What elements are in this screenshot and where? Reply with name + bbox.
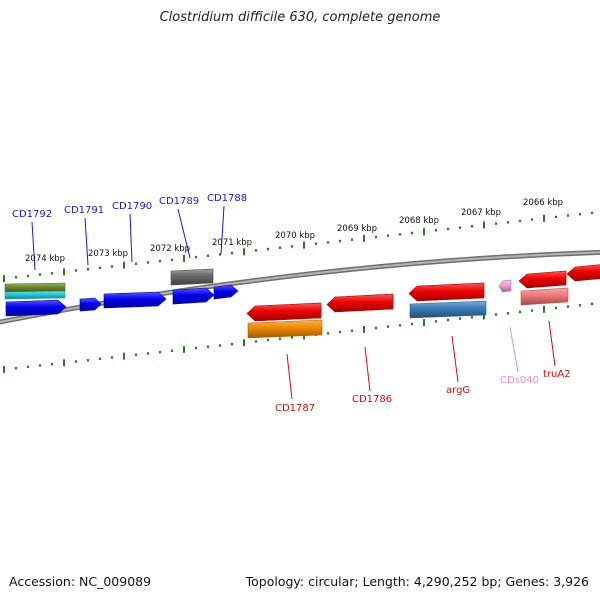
feature-cds-forward[interactable] — [5, 299, 67, 317]
leader-line — [84, 217, 89, 266]
kbp-tick-label: 2073 kbp — [88, 249, 128, 259]
feature-gene-forward[interactable] — [170, 268, 214, 286]
upper-tick-track — [3, 211, 594, 283]
feature-cds-forward[interactable] — [103, 291, 167, 309]
feature-cds-forward[interactable] — [213, 284, 239, 300]
leader-line — [31, 221, 36, 271]
backbone-highlight — [0, 251, 600, 324]
genome-summary: Topology: circular; Length: 4,290,252 bp… — [245, 574, 589, 589]
feature-cds-forward[interactable] — [172, 287, 215, 305]
kbp-tick-label: 2071 kbp — [212, 238, 252, 248]
gene-label[interactable]: CD1790 — [112, 201, 152, 212]
feature-cds-reverse[interactable] — [246, 302, 322, 322]
kbp-tick-label: 2072 kbp — [150, 244, 190, 254]
leader-line — [220, 205, 225, 255]
feature-cds-reverse[interactable] — [518, 270, 567, 289]
leader-line — [548, 320, 556, 367]
feature-gene-reverse[interactable] — [247, 319, 323, 339]
feature-cds-reverse[interactable] — [326, 293, 394, 313]
gene-label[interactable]: CD1792 — [12, 209, 52, 220]
feature-gene-reverse[interactable] — [409, 300, 487, 319]
gene-label[interactable]: truA2 — [543, 369, 571, 380]
gene-label[interactable]: argG — [446, 385, 470, 396]
gene-label[interactable]: CD1787 — [275, 403, 315, 414]
gene-label[interactable]: CD1786 — [352, 394, 392, 405]
map-title: Clostridium difficile 630, complete geno… — [159, 10, 441, 25]
leader-line — [286, 353, 293, 400]
gene-label[interactable]: CD1791 — [64, 205, 104, 216]
kbp-tick-label: 2069 kbp — [337, 224, 377, 234]
feature-labels: CD1792 CD1791 CD1790 CD1789 CD1788 CD1787 CD17… — [12, 193, 571, 414]
kbp-tick-labels: 2074 kbp 2073 kbp 2072 kbp 2071 kbp 2070 kbp… — [25, 198, 563, 264]
gene-label[interactable]: CDs040 — [500, 375, 539, 386]
kbp-tick-label: 2067 kbp — [461, 208, 501, 218]
kbp-tick-label: 2066 kbp — [523, 198, 563, 208]
kbp-tick-label: 2070 kbp — [275, 231, 315, 241]
feature-cds-reverse[interactable] — [566, 264, 600, 282]
leader-line — [509, 326, 519, 373]
leader-line — [364, 346, 371, 392]
feature-track — [4, 264, 600, 339]
accession-label: Accession: NC_009089 — [9, 574, 152, 589]
gene-label[interactable]: CD1789 — [159, 196, 199, 207]
leader-line — [177, 208, 191, 259]
feature-trna-forward[interactable] — [498, 279, 512, 293]
feature-cds-forward[interactable] — [79, 297, 102, 312]
gene-label[interactable]: CD1788 — [207, 193, 247, 204]
feature-misc-forward[interactable] — [4, 290, 66, 300]
kbp-tick-label: 2074 kbp — [25, 254, 65, 264]
genome-backbone — [0, 249, 600, 325]
feature-gene-reverse[interactable] — [520, 287, 569, 306]
label-leader-lines — [31, 205, 556, 400]
feature-cds-reverse[interactable] — [408, 282, 485, 302]
feature-gene-forward[interactable] — [4, 282, 66, 293]
leader-line — [129, 213, 133, 263]
leader-line — [451, 335, 459, 383]
kbp-tick-label: 2068 kbp — [399, 216, 439, 226]
